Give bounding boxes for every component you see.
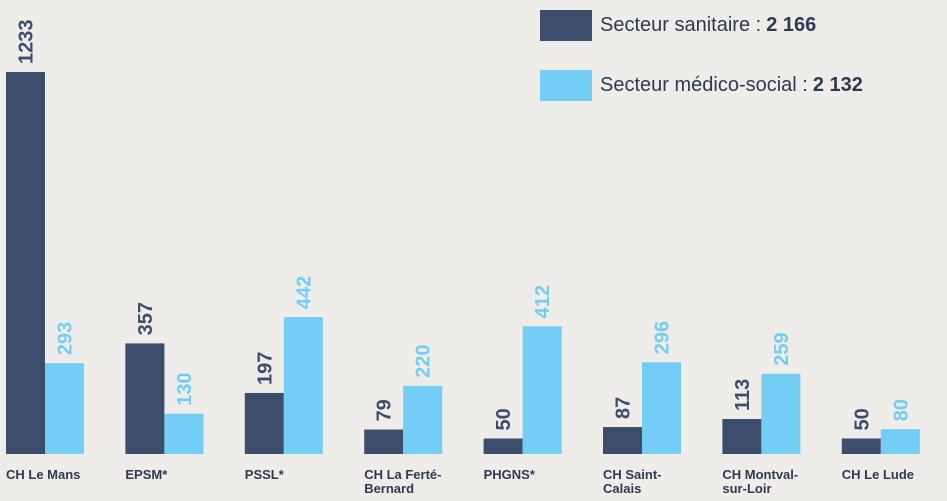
bar [522, 326, 562, 454]
bar [6, 72, 45, 454]
category-label-box: CH Saint-Calais [603, 468, 662, 496]
value-label: 130 [174, 372, 196, 405]
category-label-box: CH La Ferté-Bernard [364, 468, 442, 496]
value-label: 412 [532, 285, 554, 318]
value-label: 50 [493, 408, 515, 430]
x-tick-label: PHGNS* [483, 468, 535, 482]
value-label: 1233 [16, 20, 38, 65]
x-tick-label: EPSM* [125, 468, 168, 482]
bar [722, 418, 762, 454]
value-label: 259 [771, 332, 793, 365]
x-tick-label: CH Saint-Calais [603, 468, 662, 496]
category-label-box: EPSM* [125, 468, 168, 482]
bar [244, 392, 284, 454]
value-label: 357 [135, 302, 157, 335]
category-label-box: CH Le Mans [6, 468, 81, 482]
value-label: 113 [732, 379, 754, 411]
bar [841, 438, 881, 454]
bar [880, 429, 920, 454]
legend-total: 2 132 [813, 74, 863, 96]
category-label-box: CH Le Lude [841, 468, 915, 482]
x-tick-label: CH Montval-sur-Loir [722, 468, 799, 496]
value-label: 80 [890, 399, 912, 421]
legend-name: Secteur sanitaire : [600, 14, 761, 36]
value-label: 442 [293, 276, 315, 309]
bar [164, 413, 204, 454]
value-label: 79 [374, 399, 396, 421]
bar [403, 385, 443, 454]
category-label-box: CH Montval-sur-Loir [722, 468, 799, 496]
value-label: 293 [55, 322, 77, 355]
bar [603, 427, 642, 454]
value-label: 50 [851, 408, 873, 430]
value-label: 220 [413, 344, 435, 377]
legend-swatch [540, 70, 592, 101]
category-label-box: PSSL* [244, 468, 284, 482]
x-tick-label: CH La Ferté-Bernard [364, 468, 442, 496]
bar [125, 343, 165, 454]
legend-swatch [540, 10, 592, 41]
legend-entry: Secteur sanitaire :2 166 [600, 14, 816, 36]
legend-name: Secteur médico-social : [600, 74, 808, 96]
bar [761, 373, 801, 454]
bar [45, 363, 84, 454]
bar [364, 429, 404, 454]
value-label: 87 [613, 397, 635, 419]
x-tick-label: CH Le Mans [6, 468, 81, 482]
value-label: 197 [254, 352, 276, 385]
legend-total: 2 166 [766, 14, 816, 36]
bar [642, 362, 681, 454]
x-tick-label: CH Le Lude [841, 468, 915, 482]
category-label-box: PHGNS* [483, 468, 535, 482]
bar [283, 317, 323, 454]
legend-entry: Secteur médico-social :2 132 [600, 74, 863, 96]
bar [483, 438, 523, 454]
x-tick-label: PSSL* [244, 468, 284, 482]
value-label: 296 [652, 321, 674, 354]
